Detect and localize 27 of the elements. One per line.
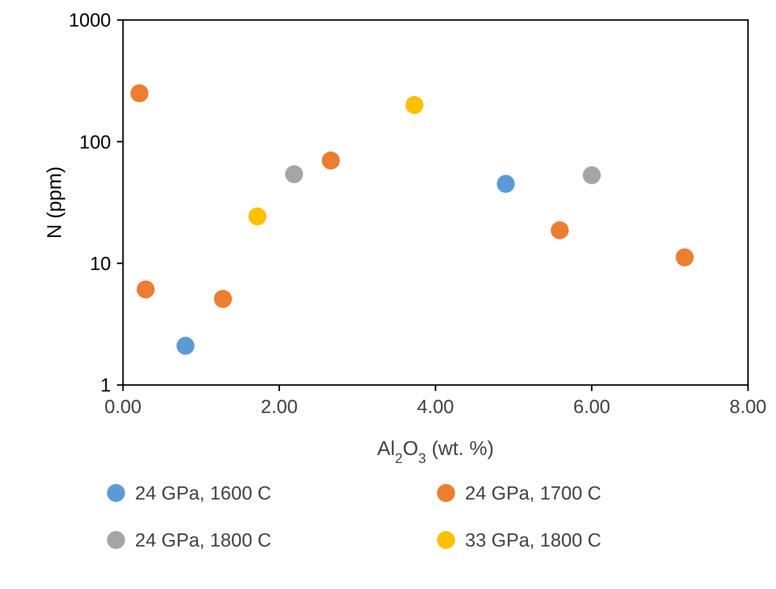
point bbox=[130, 84, 148, 102]
point bbox=[322, 152, 340, 170]
point bbox=[285, 165, 304, 184]
point bbox=[496, 174, 515, 193]
x-tick-label: 4.00 bbox=[417, 397, 454, 418]
point bbox=[582, 166, 601, 184]
x-tick-label: 2.00 bbox=[260, 397, 298, 418]
y-tick-label: 10 bbox=[90, 254, 111, 275]
legend-label: 24 GPa, 1700 C bbox=[465, 484, 602, 505]
point bbox=[676, 248, 694, 266]
x-tick-label: 6.00 bbox=[573, 397, 610, 418]
point bbox=[405, 96, 424, 114]
point bbox=[214, 290, 232, 308]
x-axis-title: Al$_{2}$O$_{3}$ (wt. %) bbox=[377, 438, 494, 466]
point bbox=[248, 207, 266, 226]
x-tick-label: 8.00 bbox=[730, 397, 766, 418]
y-tick-label: 100 bbox=[79, 132, 111, 154]
point bbox=[550, 221, 569, 240]
y-tick-label: 1000 bbox=[68, 10, 111, 32]
x-tick-label: 0.00 bbox=[104, 397, 142, 418]
y-axis-title: N (ppm) bbox=[44, 166, 66, 239]
legend-label: 24 GPa, 1800 C bbox=[135, 530, 272, 552]
point bbox=[176, 336, 194, 355]
legend-label: 33 GPa, 1800 C bbox=[465, 530, 602, 552]
point bbox=[136, 280, 155, 298]
legend-label: 24 GPa, 1600 C bbox=[135, 484, 272, 505]
y-tick-label: 1 bbox=[100, 376, 111, 397]
